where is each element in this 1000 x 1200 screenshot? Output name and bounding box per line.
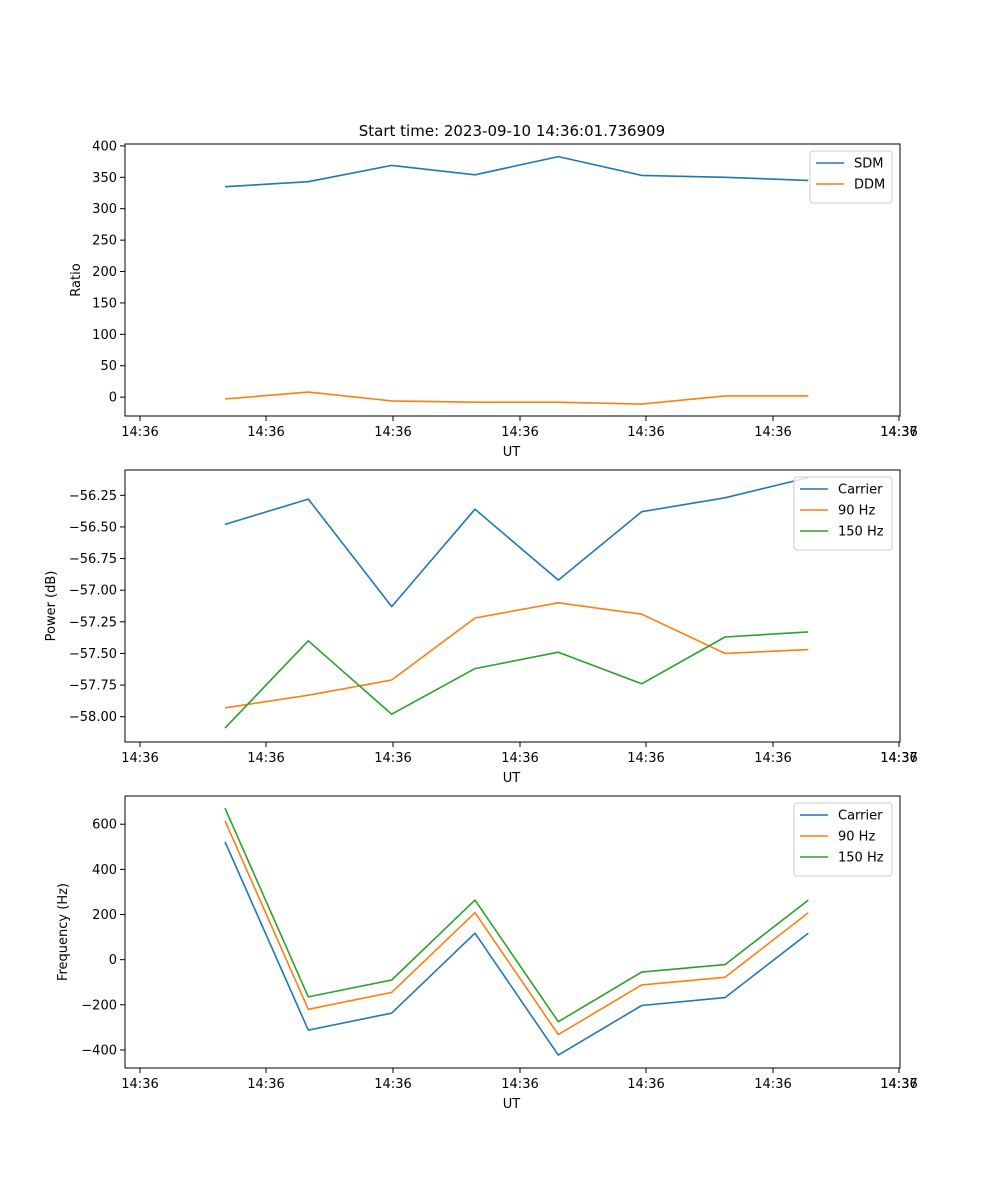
x-tick-label: 14:36 bbox=[247, 1077, 284, 1092]
figure-title: Start time: 2023-09-10 14:36:01.736909 bbox=[359, 122, 665, 140]
x-tick-label: 14:36 bbox=[121, 1077, 158, 1092]
plot-frame bbox=[124, 469, 901, 743]
y-tick-label: 250 bbox=[92, 234, 117, 249]
x-tick-label: 14:36 bbox=[501, 1077, 538, 1092]
legend-label: DDM bbox=[854, 178, 885, 193]
x-tick-label: 14:36 bbox=[880, 425, 917, 440]
legend: Carrier 90 Hz 150 Hz bbox=[793, 476, 893, 551]
y-tick-label: 350 bbox=[92, 171, 117, 186]
y-tick-label: 400 bbox=[92, 863, 117, 878]
plot-frame bbox=[124, 795, 901, 1069]
plot-frame bbox=[124, 143, 901, 417]
y-tick-label: 0 bbox=[109, 953, 117, 968]
y-tick-label: 0 bbox=[109, 391, 117, 406]
legend-label: 150 Hz bbox=[838, 525, 884, 540]
y-tick-label: 200 bbox=[92, 265, 117, 280]
chart-panel-3: 14:36 14:36 14:36 14:36 14:36 14:36 14:3614:37… bbox=[56, 795, 918, 1112]
x-tick-label: 14:36 bbox=[374, 425, 411, 440]
y-tick-label: 200 bbox=[92, 908, 117, 923]
series-line-carrier bbox=[224, 476, 809, 608]
legend-label: 90 Hz bbox=[838, 504, 875, 519]
x-tick-label: 14:36 bbox=[501, 751, 538, 766]
legend: SDM DDM bbox=[809, 150, 893, 204]
legend-label: Carrier bbox=[838, 483, 883, 498]
chart-panel-1: 14:36 14:36 14:36 14:36 14:36 14:36 14:3614:37… bbox=[69, 139, 918, 460]
y-tick-label: −56.50 bbox=[69, 520, 117, 535]
x-tick-label: 14:37 bbox=[880, 1077, 917, 1092]
series-line-90-hz bbox=[224, 601, 809, 709]
y-tick-label: −58.00 bbox=[69, 710, 117, 725]
x-tick-label: 14:36 bbox=[754, 1077, 791, 1092]
y-tick-label: 50 bbox=[100, 359, 117, 374]
y-axis-label: Frequency (Hz) bbox=[56, 883, 71, 981]
x-tick-label: 14:36 bbox=[247, 751, 284, 766]
chart-panel-2: 14:36 14:36 14:36 14:36 14:36 14:36 14:3614:37… bbox=[44, 469, 918, 786]
y-tick-label: −400 bbox=[81, 1043, 117, 1058]
x-tick-label: 14:36 bbox=[627, 1077, 664, 1092]
x-tick-label: 14:36 bbox=[247, 425, 284, 440]
x-tick-label: 14:36 bbox=[880, 1077, 917, 1092]
y-tick-label: 150 bbox=[92, 296, 117, 311]
series-line-ddm bbox=[224, 391, 809, 405]
y-tick-label: 400 bbox=[92, 139, 117, 154]
series-line-carrier bbox=[224, 841, 809, 1056]
x-tick-label: 14:36 bbox=[880, 751, 917, 766]
y-tick-label: 100 bbox=[92, 328, 117, 343]
x-tick-label: 14:36 bbox=[627, 425, 664, 440]
y-tick-label: −57.75 bbox=[69, 679, 117, 694]
series-line-150-hz bbox=[224, 807, 809, 1023]
y-tick-label: −56.25 bbox=[69, 489, 117, 504]
y-tick-label: −57.00 bbox=[69, 584, 117, 599]
y-axis-label: Ratio bbox=[69, 263, 84, 296]
series-line-90-hz bbox=[224, 820, 809, 1036]
x-axis-label: UT bbox=[503, 445, 521, 460]
y-tick-label: −200 bbox=[81, 998, 117, 1013]
x-tick-label: 14:36 bbox=[374, 751, 411, 766]
x-tick-label: 14:36 bbox=[627, 751, 664, 766]
x-tick-label: 14:36 bbox=[501, 425, 538, 440]
y-tick-label: −57.25 bbox=[69, 615, 117, 630]
x-tick-label: 14:36 bbox=[754, 425, 791, 440]
legend-label: 90 Hz bbox=[838, 830, 875, 845]
x-tick-label: 14:36 bbox=[121, 425, 158, 440]
x-tick-label: 14:36 bbox=[374, 1077, 411, 1092]
y-axis-label: Power (dB) bbox=[44, 571, 59, 642]
legend: Carrier 90 Hz 150 Hz bbox=[793, 802, 893, 877]
legend-label: Carrier bbox=[838, 809, 883, 824]
legend-box bbox=[809, 150, 893, 204]
x-tick-label: 14:37 bbox=[880, 751, 917, 766]
series-line-150-hz bbox=[224, 631, 809, 729]
series-line-sdm bbox=[224, 155, 809, 188]
x-tick-label: 14:36 bbox=[121, 751, 158, 766]
legend-label: 150 Hz bbox=[838, 851, 884, 866]
x-axis-label: UT bbox=[503, 771, 521, 786]
y-tick-label: −57.50 bbox=[69, 647, 117, 662]
legend-label: SDM bbox=[854, 157, 883, 172]
y-tick-label: 600 bbox=[92, 818, 117, 833]
x-tick-label: 14:37 bbox=[880, 425, 917, 440]
x-axis-label: UT bbox=[503, 1097, 521, 1112]
y-tick-label: 300 bbox=[92, 202, 117, 217]
x-tick-label: 14:36 bbox=[754, 751, 791, 766]
y-tick-label: −56.75 bbox=[69, 552, 117, 567]
